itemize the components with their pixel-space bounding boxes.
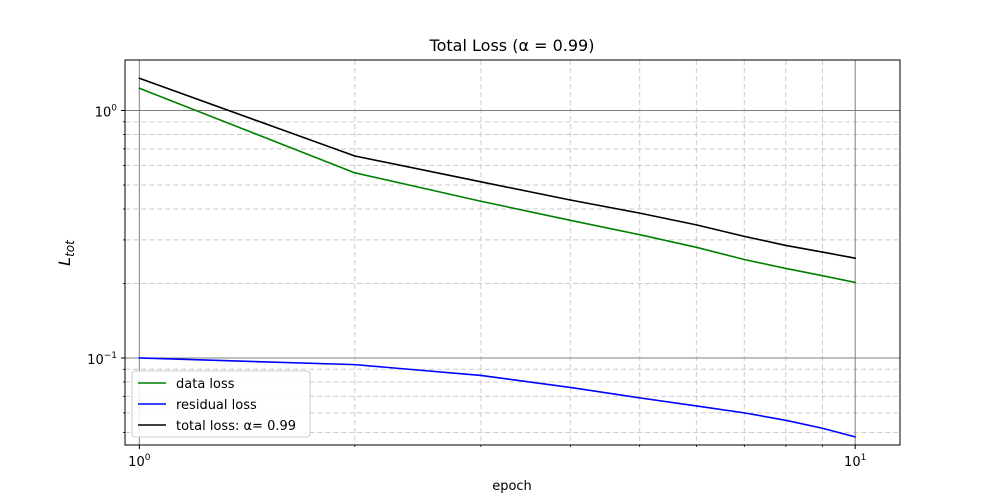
y-axis-label-sub: tot xyxy=(63,239,77,257)
data-point xyxy=(785,244,787,247)
axis-ticks: 100 101 10−1 100 xyxy=(87,104,866,470)
data-point xyxy=(785,267,787,270)
data-point xyxy=(638,397,641,399)
plot-area-frame xyxy=(124,59,901,446)
data-point xyxy=(743,412,746,414)
y-axis-label-main: L xyxy=(55,257,74,266)
data-point xyxy=(821,251,824,253)
data-point xyxy=(695,224,698,226)
data-point xyxy=(480,374,482,377)
series-line-2 xyxy=(139,77,856,260)
x-tick-label: 100 xyxy=(128,453,151,470)
data-point xyxy=(785,419,787,422)
data-point xyxy=(743,258,746,261)
data-point xyxy=(569,219,572,222)
data-point xyxy=(354,172,356,174)
data-point xyxy=(138,87,141,90)
series-line-1 xyxy=(139,357,856,438)
data-point xyxy=(854,281,856,284)
data-point xyxy=(480,200,482,203)
chart-title: Total Loss (α = 0.99) xyxy=(429,36,595,55)
legend-label: data loss xyxy=(176,377,235,392)
series-line-0 xyxy=(139,87,856,284)
data-point xyxy=(821,427,824,430)
data-point xyxy=(569,199,572,201)
series-lines xyxy=(138,77,856,438)
legend-label: total loss: α= 0.99 xyxy=(176,419,296,434)
x-tick-label: 101 xyxy=(844,453,866,470)
data-point xyxy=(821,274,824,277)
data-point xyxy=(480,181,482,183)
y-axis-label: Ltot xyxy=(55,239,77,266)
y-tick-label: 100 xyxy=(95,104,118,121)
x-axis-label: epoch xyxy=(492,479,532,494)
data-point xyxy=(695,246,698,249)
data-point xyxy=(638,233,641,236)
data-point xyxy=(854,436,856,438)
data-point xyxy=(354,363,356,366)
data-point xyxy=(138,77,141,80)
data-point xyxy=(138,357,141,359)
data-point xyxy=(854,257,856,260)
y-tick-label: 10−1 xyxy=(87,351,117,368)
data-point xyxy=(695,405,698,407)
data-point xyxy=(743,235,746,238)
data-point xyxy=(569,386,572,389)
data-point xyxy=(638,212,641,214)
legend-label: residual loss xyxy=(176,398,257,413)
data-point xyxy=(354,155,356,157)
legend: data loss residual loss total loss: α= 0.9… xyxy=(131,370,311,438)
legend-box xyxy=(131,370,311,438)
